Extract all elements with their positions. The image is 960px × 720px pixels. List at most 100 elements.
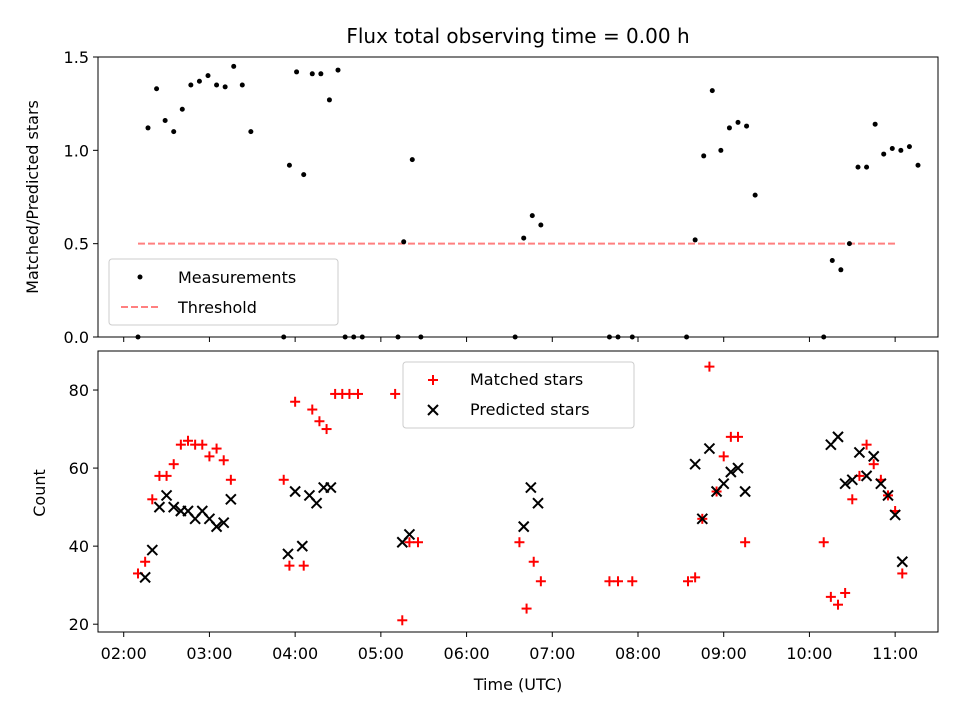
matched-star-point bbox=[733, 431, 743, 442]
matched-star-point bbox=[225, 474, 236, 485]
bottom-y-tick-label: 40 bbox=[69, 537, 89, 556]
matched-star-point bbox=[825, 591, 836, 602]
matched-star-point bbox=[140, 556, 151, 567]
matched-star-point bbox=[528, 556, 539, 567]
matched-star-point bbox=[818, 537, 829, 548]
bottom-x-axis: 02:00 03:00 04:00 05:00 06:00 07:00 08:00 09:00… bbox=[101, 632, 918, 663]
bottom-y-axis-label: Count bbox=[30, 469, 49, 517]
top-y-tick-label: 0.0 bbox=[64, 328, 89, 347]
predicted-star-point bbox=[225, 493, 237, 506]
matched-star-point bbox=[397, 615, 408, 626]
matched-star-point bbox=[683, 576, 693, 587]
measurement-point bbox=[709, 88, 715, 94]
predicted-star-point bbox=[139, 571, 151, 584]
predicted-star-point bbox=[310, 497, 323, 509]
legend-measurements-label: Measurements bbox=[178, 268, 296, 287]
matched-star-point bbox=[861, 439, 872, 450]
predicted-star-point bbox=[696, 513, 708, 525]
predicted-star-point bbox=[160, 489, 173, 502]
measurement-point bbox=[335, 67, 341, 73]
bottom-legend: Matched stars Predicted stars bbox=[402, 361, 635, 429]
measurement-point bbox=[692, 237, 698, 243]
measurement-point bbox=[286, 162, 292, 168]
measurement-point bbox=[701, 153, 707, 159]
predicted-star-point bbox=[296, 540, 308, 552]
x-tick-label: 11:00 bbox=[872, 644, 918, 663]
matched-star-point bbox=[321, 424, 332, 435]
matched-star-point bbox=[211, 443, 222, 454]
matched-star-point bbox=[197, 439, 208, 450]
predicted-star-point bbox=[868, 450, 880, 463]
top-plot-area bbox=[135, 63, 921, 340]
measurement-point bbox=[214, 82, 220, 88]
matched-star-point bbox=[168, 459, 179, 470]
measurement-point bbox=[529, 213, 535, 219]
bottom-y-tick-label: 80 bbox=[69, 381, 89, 400]
x-tick-label: 05:00 bbox=[358, 644, 404, 663]
bottom-legend-box bbox=[402, 361, 635, 429]
measurement-point bbox=[829, 257, 835, 263]
top-y-tick-label: 1.0 bbox=[64, 141, 89, 160]
legend-matched-label: Matched stars bbox=[470, 370, 583, 389]
matched-star-point bbox=[868, 459, 879, 470]
predicted-star-point bbox=[839, 477, 851, 490]
top-legend: Measurements Threshold bbox=[108, 258, 339, 326]
predicted-star-point bbox=[882, 489, 894, 502]
top-y-tick-label: 0.5 bbox=[64, 235, 89, 254]
matched-star-point bbox=[613, 576, 623, 587]
measurement-point bbox=[222, 84, 228, 90]
legend-predicted-symbol bbox=[427, 404, 439, 416]
matched-star-point bbox=[404, 537, 415, 548]
legend-predicted-marker bbox=[427, 404, 439, 416]
top-legend-box bbox=[108, 258, 339, 326]
legend-measurements-marker bbox=[137, 274, 143, 280]
predicted-star-point bbox=[832, 431, 844, 443]
measurement-point bbox=[205, 73, 211, 79]
matched-star-point bbox=[298, 560, 309, 571]
matched-star-point bbox=[161, 470, 172, 481]
predicted-star-point bbox=[210, 520, 223, 533]
predicted-star-point bbox=[289, 485, 301, 498]
matched-star-point bbox=[413, 537, 423, 548]
bottom-y-tick-label: 60 bbox=[69, 459, 89, 478]
measurement-point bbox=[538, 222, 544, 228]
x-tick-label: 04:00 bbox=[272, 644, 318, 663]
measurement-point bbox=[735, 119, 741, 125]
predicted-star-point bbox=[846, 474, 858, 486]
measurement-point bbox=[326, 97, 332, 103]
legend-predicted-label: Predicted stars bbox=[470, 400, 590, 419]
matched-star-point bbox=[627, 576, 638, 587]
predicted-star-point bbox=[525, 481, 537, 494]
chart-title: Flux total observing time = 0.00 h bbox=[346, 24, 689, 48]
measurement-point bbox=[906, 144, 912, 150]
measurement-point bbox=[898, 147, 904, 153]
predicted-star-point bbox=[168, 501, 180, 513]
matched-star-point bbox=[718, 451, 729, 462]
x-axis-label: Time (UTC) bbox=[473, 675, 562, 694]
matched-star-point bbox=[344, 388, 355, 399]
predicted-star-point bbox=[146, 544, 158, 556]
measurement-point bbox=[521, 235, 527, 241]
x-tick-label: 02:00 bbox=[101, 644, 147, 663]
measurement-point bbox=[248, 129, 254, 135]
predicted-star-point bbox=[875, 477, 887, 490]
predicted-star-point bbox=[896, 556, 908, 568]
matched-star-point bbox=[897, 568, 908, 579]
measurement-point bbox=[309, 71, 315, 77]
predicted-star-point bbox=[689, 458, 701, 470]
predicted-star-point bbox=[889, 509, 901, 521]
measurement-point bbox=[294, 69, 300, 75]
predicted-star-point bbox=[725, 466, 737, 478]
measurement-point bbox=[196, 78, 202, 84]
measurement-point bbox=[409, 157, 415, 163]
matched-star-point bbox=[690, 572, 701, 583]
predicted-star-point bbox=[403, 528, 416, 541]
measurement-point bbox=[726, 125, 732, 131]
predicted-star-point bbox=[532, 497, 544, 509]
top-plot-frame bbox=[97, 56, 939, 338]
measurement-point bbox=[846, 241, 852, 247]
matched-star-point bbox=[278, 474, 289, 485]
legend-matched-symbol bbox=[428, 375, 438, 385]
